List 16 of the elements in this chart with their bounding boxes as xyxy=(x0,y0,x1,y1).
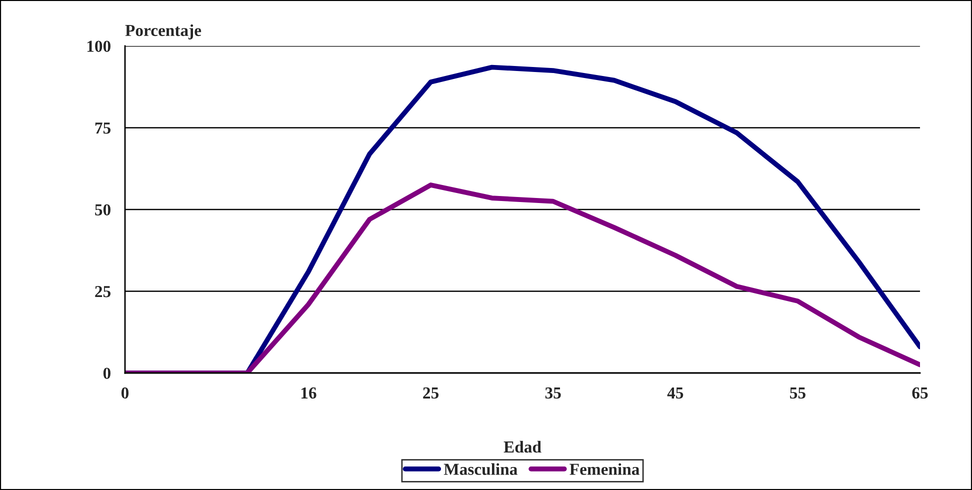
y-tick-label: 50 xyxy=(95,204,110,216)
x-tick-label: 0 xyxy=(121,387,129,399)
x-tick-label: 16 xyxy=(301,387,316,399)
legend-label: Femenina xyxy=(570,463,640,475)
legend-label: Masculina xyxy=(444,463,518,475)
y-tick-label: 25 xyxy=(95,286,110,298)
x-tick-label: 35 xyxy=(545,387,561,399)
x-tick-label: 55 xyxy=(790,388,806,399)
x-tick-label: 25 xyxy=(423,387,438,399)
y-tick-label: 75 xyxy=(95,122,110,134)
y-tick-label: 0 xyxy=(103,368,110,379)
y-axis-title: Porcentaje xyxy=(125,24,202,40)
x-axis-title: Edad xyxy=(504,440,542,453)
x-tick-label: 65 xyxy=(912,387,928,399)
x-tick-label: 45 xyxy=(667,387,684,399)
y-tick-label: 100 xyxy=(87,40,110,52)
